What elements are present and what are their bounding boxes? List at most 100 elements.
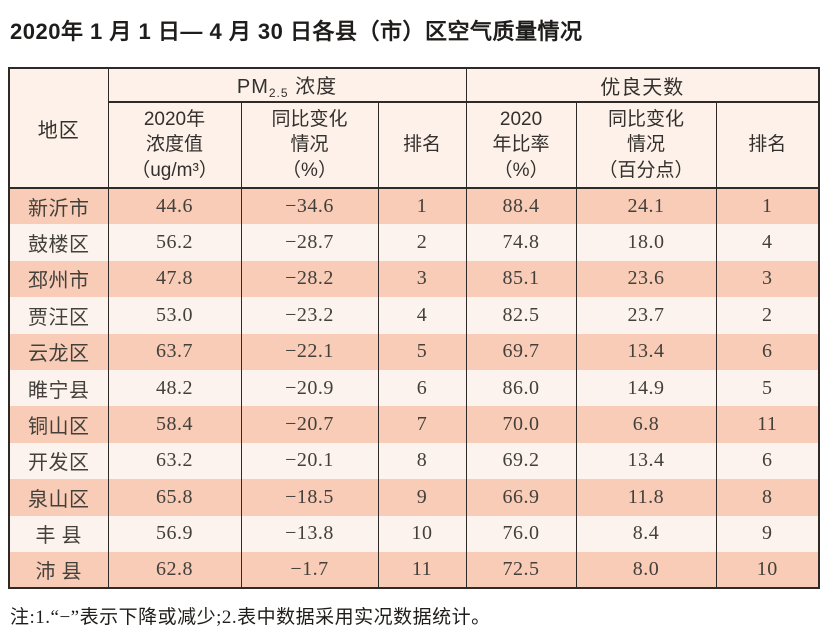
column-header-good-change: 同比变化 情况 （百分点） — [575, 102, 717, 189]
table-row: 云龙区 63.7 −22.1 5 69.7 13.4 6 — [8, 333, 820, 370]
cell-region: 云龙区 — [8, 333, 109, 370]
column-group-good-days: 优良天数 — [465, 68, 820, 103]
column-header-good-rank: 排名 — [715, 102, 820, 189]
table-row: 丰 县 56.9 −13.8 10 76.0 8.4 9 — [8, 515, 820, 552]
table-body: 新沂市 44.6 −34.6 1 88.4 24.1 1 鼓楼区 56.2 −28.7 2 74.8 1… — [8, 188, 820, 589]
cell-pm-change: −34.6 — [240, 188, 379, 225]
cell-good-rate: 76.0 — [465, 515, 577, 552]
header-sub-row: 2020年 浓度值 （ug/m³） 同比变化 情况 （%） 排名 2020 年比… — [9, 102, 820, 189]
cell-pm-change: −20.7 — [240, 406, 379, 443]
cell-pm-rank: 2 — [377, 224, 467, 261]
cell-good-rank: 6 — [715, 442, 820, 480]
cell-region: 睢宁县 — [8, 369, 109, 407]
cell-pm-rank: 10 — [377, 515, 467, 552]
cell-good-rank: 1 — [715, 188, 820, 225]
table-row: 泉山区 65.8 −18.5 9 66.9 11.8 8 — [8, 479, 820, 516]
table-header: 地区 PM2.5 浓度 优良天数 2020年 浓度值 （ug/m³） 同比变化 … — [8, 68, 820, 189]
column-header-pm-change: 同比变化 情况 （%） — [240, 102, 379, 189]
column-group-pm25: PM2.5 浓度 — [107, 68, 467, 103]
column-header-region: 地区 — [8, 68, 109, 189]
cell-pm-change: −1.7 — [240, 551, 379, 589]
cell-pm-value: 62.8 — [107, 551, 242, 589]
cell-good-rate: 66.9 — [465, 479, 577, 516]
air-quality-table: 地区 PM2.5 浓度 优良天数 2020年 浓度值 （ug/m³） 同比变化 … — [8, 67, 821, 590]
pm-label-prefix: PM — [236, 76, 269, 98]
cell-good-rank: 9 — [715, 515, 820, 552]
cell-good-change: 8.4 — [575, 515, 717, 552]
cell-pm-rank: 8 — [377, 442, 467, 480]
cell-pm-rank: 4 — [377, 297, 467, 334]
cell-pm-rank: 7 — [377, 406, 467, 443]
cell-good-rank: 2 — [715, 297, 820, 334]
cell-pm-rank: 5 — [377, 333, 467, 370]
cell-pm-value: 56.2 — [107, 224, 242, 261]
page-title: 2020年 1 月 1 日— 4 月 30 日各县（市）区空气质量情况 — [10, 19, 583, 44]
column-header-pm-value: 2020年 浓度值 （ug/m³） — [107, 102, 242, 189]
cell-region: 鼓楼区 — [8, 224, 109, 261]
cell-pm-value: 44.6 — [107, 188, 242, 225]
header-group-row: 地区 PM2.5 浓度 优良天数 — [8, 68, 820, 189]
footnote: 注:1.“−”表示下降或减少;2.表中数据采用实况数据统计。 — [10, 607, 491, 629]
cell-pm-change: −22.1 — [240, 333, 379, 370]
cell-pm-value: 65.8 — [107, 479, 242, 516]
cell-good-change: 24.1 — [575, 188, 717, 225]
table-row: 邳州市 47.8 −28.2 3 85.1 23.6 3 — [8, 260, 820, 298]
cell-good-rank: 4 — [715, 224, 820, 261]
cell-pm-value: 56.9 — [107, 515, 242, 552]
table-row: 铜山区 58.4 −20.7 7 70.0 6.8 11 — [8, 406, 820, 443]
cell-region: 泉山区 — [8, 479, 109, 516]
cell-good-rate: 74.8 — [465, 224, 577, 261]
table-row: 睢宁县 48.2 −20.9 6 86.0 14.9 5 — [8, 369, 820, 407]
cell-good-rate: 85.1 — [465, 260, 577, 298]
cell-good-rate: 88.4 — [465, 188, 577, 225]
cell-pm-change: −20.1 — [240, 442, 379, 480]
cell-pm-rank: 1 — [377, 188, 467, 225]
cell-pm-value: 47.8 — [107, 260, 242, 298]
cell-pm-change: −23.2 — [240, 297, 379, 334]
cell-good-rate: 70.0 — [465, 406, 577, 443]
pm-label-subscript: 2.5 — [268, 86, 289, 100]
cell-region: 邳州市 — [8, 260, 109, 298]
column-header-good-rate: 2020 年比率 （%） — [465, 102, 577, 189]
cell-pm-rank: 3 — [377, 260, 467, 298]
cell-pm-value: 53.0 — [107, 297, 242, 334]
cell-good-change: 6.8 — [575, 406, 717, 443]
cell-pm-value: 63.2 — [107, 442, 242, 480]
cell-region: 新沂市 — [8, 188, 109, 225]
cell-good-rank: 6 — [715, 333, 820, 370]
cell-pm-change: −18.5 — [240, 479, 379, 516]
cell-region: 贾汪区 — [8, 297, 109, 334]
cell-pm-change: −28.7 — [240, 224, 379, 261]
cell-pm-change: −13.8 — [240, 515, 379, 552]
cell-good-change: 18.0 — [575, 224, 717, 261]
table-row: 鼓楼区 56.2 −28.7 2 74.8 18.0 4 — [8, 224, 820, 261]
cell-good-rank: 8 — [715, 479, 820, 516]
cell-good-change: 13.4 — [575, 442, 717, 480]
cell-good-change: 11.8 — [575, 479, 717, 516]
cell-good-rate: 82.5 — [465, 297, 577, 334]
cell-good-rate: 72.5 — [465, 551, 577, 589]
table-row: 开发区 63.2 −20.1 8 69.2 13.4 6 — [8, 442, 820, 480]
cell-pm-change: −28.2 — [240, 260, 379, 298]
cell-pm-value: 63.7 — [107, 333, 242, 370]
cell-pm-change: −20.9 — [240, 369, 379, 407]
cell-good-rank: 5 — [715, 369, 820, 407]
cell-good-rank: 11 — [715, 406, 820, 443]
cell-good-change: 23.6 — [575, 260, 717, 298]
cell-good-rate: 86.0 — [465, 369, 577, 407]
cell-good-change: 8.0 — [575, 551, 717, 589]
cell-good-change: 23.7 — [575, 297, 717, 334]
cell-region: 丰 县 — [8, 515, 109, 552]
cell-good-rank: 10 — [715, 551, 820, 589]
cell-pm-rank: 11 — [377, 551, 467, 589]
cell-good-change: 13.4 — [575, 333, 717, 370]
cell-pm-value: 48.2 — [107, 369, 242, 407]
cell-region: 沛 县 — [8, 551, 109, 589]
table-row: 沛 县 62.8 −1.7 11 72.5 8.0 10 — [8, 551, 820, 589]
cell-region: 开发区 — [8, 442, 109, 480]
cell-pm-value: 58.4 — [107, 406, 242, 443]
pm-label-suffix: 浓度 — [288, 76, 338, 98]
cell-good-change: 14.9 — [575, 369, 717, 407]
cell-pm-rank: 6 — [377, 369, 467, 407]
